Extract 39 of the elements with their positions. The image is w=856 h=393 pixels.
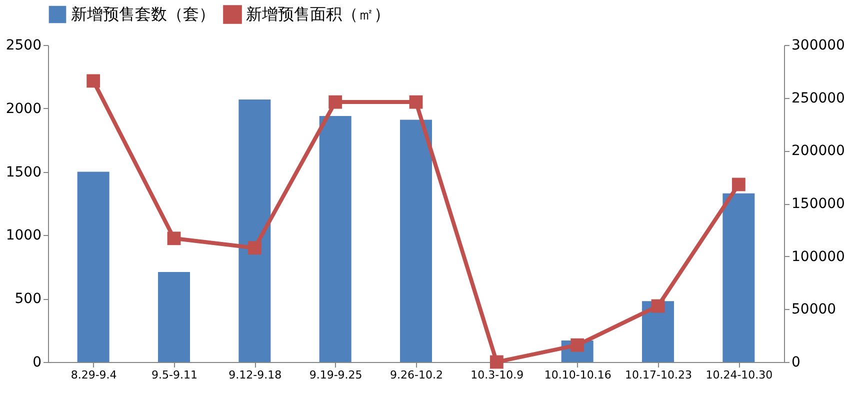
bar (77, 172, 110, 362)
y-tick-label: 2500 (6, 38, 42, 54)
legend-label: 新增预售套数（套） (71, 4, 215, 24)
y2-tick-label: 250000 (792, 90, 845, 106)
y-tick-label: 1000 (6, 228, 42, 244)
y2-tick-label: 150000 (792, 196, 845, 212)
y2-tick-label: 50000 (792, 302, 836, 318)
x-tick-label: 10.3-10.9 (470, 368, 524, 382)
x-tick-label: 8.29-9.4 (70, 368, 117, 382)
point (167, 232, 181, 246)
y-tick-label: 2000 (6, 100, 42, 117)
y2-tick-label: 100000 (792, 248, 845, 265)
bar (642, 301, 674, 362)
x-tick-label: 9.5-9.11 (152, 368, 198, 382)
y2-tick-label: 300000 (792, 38, 845, 54)
bar (722, 193, 755, 362)
point (732, 178, 746, 192)
point (328, 95, 342, 109)
bar (319, 116, 352, 362)
x-tick-label: 10.24-10.30 (706, 368, 773, 382)
y-tick-label: 500 (14, 291, 42, 308)
point (651, 299, 665, 313)
x-tick-label: 10.17-10.23 (625, 368, 692, 382)
x-tick-label: 10.10-10.16 (544, 368, 612, 382)
y-tick-label: 0 (32, 354, 42, 370)
bar (238, 100, 271, 362)
y-tick-label: 1500 (6, 164, 42, 180)
y2-tick-label: 200000 (792, 143, 845, 160)
point (409, 95, 423, 109)
point (86, 74, 100, 88)
bar (400, 120, 432, 362)
x-tick-label: 9.19-9.25 (309, 368, 362, 382)
x-tick-label: 9.12-9.18 (228, 368, 282, 382)
legend-label: 新增预售面积（㎡） (246, 4, 390, 24)
point (248, 241, 262, 255)
y2-tick-label: 0 (792, 354, 800, 370)
bar (158, 272, 190, 362)
point (490, 355, 504, 369)
x-tick-label: 9.26-10.2 (390, 368, 443, 382)
